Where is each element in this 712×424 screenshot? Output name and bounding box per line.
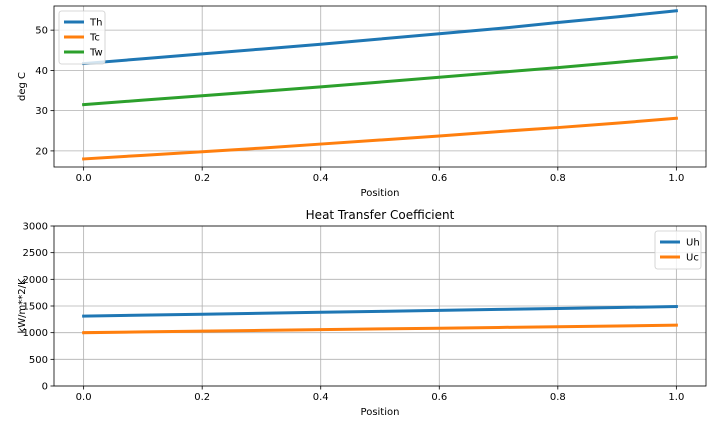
x-tick-label: 0.0 (76, 392, 92, 403)
x-axis-label: Position (361, 188, 400, 199)
y-tick-label: 50 (35, 26, 48, 37)
x-tick-label: 0.4 (313, 392, 329, 403)
y-axis-label: deg C (17, 72, 28, 101)
series-line-tc (82, 116, 678, 161)
y-tick-label: 500 (29, 355, 48, 366)
chart-title: Heat Transfer Coefficient (306, 208, 455, 222)
legend-label-uh: Uh (686, 238, 700, 249)
legend-label-th: Th (89, 18, 102, 29)
y-tick-label: 20 (35, 146, 48, 157)
y-tick-label: 0 (42, 382, 48, 393)
y-axis-label: kW/m**2/K (17, 278, 28, 334)
y-tick-label: 2500 (23, 248, 48, 259)
x-tick-label: 0.0 (76, 173, 92, 184)
series-line-uc (82, 323, 678, 335)
legend-label-tc: Tc (89, 33, 100, 44)
y-tick-label: 40 (35, 66, 48, 77)
legend-label-tw: Tw (89, 48, 103, 59)
x-tick-label: 0.6 (431, 173, 447, 184)
y-tick-label: 1500 (23, 302, 48, 313)
legend: Th Tc Tw (58, 10, 106, 65)
y-tick-label: 2000 (23, 275, 48, 286)
x-tick-label: 0.2 (194, 173, 210, 184)
y-tick-label: 3000 (23, 222, 48, 233)
x-tick-label: 1.0 (668, 392, 684, 403)
chart-panel-1: 0.0 0.2 0.4 0.6 0.8 1.0 20 30 40 50 Position deg C T… (17, 5, 707, 199)
axes-frame (53, 5, 707, 168)
series-line-th (82, 9, 679, 66)
x-tick-label: 1.0 (668, 173, 684, 184)
series-line-uh (82, 305, 678, 318)
y-tick-label: 30 (35, 106, 48, 117)
series-line-tw (82, 55, 678, 107)
y-tick-label: 1000 (23, 328, 48, 339)
chart-panel-2: 0.0 0.2 0.4 0.6 0.8 1.0 0 500 1000 1500 2000 2500 30… (17, 208, 707, 418)
legend: Uh Uc (654, 230, 702, 270)
x-tick-label: 0.4 (313, 173, 329, 184)
x-tick-label: 0.8 (550, 173, 566, 184)
x-axis-label: Position (361, 407, 400, 418)
x-tick-label: 0.8 (550, 392, 566, 403)
x-tick-label: 0.6 (431, 392, 447, 403)
legend-label-uc: Uc (686, 253, 699, 264)
x-tick-label: 0.2 (194, 392, 210, 403)
